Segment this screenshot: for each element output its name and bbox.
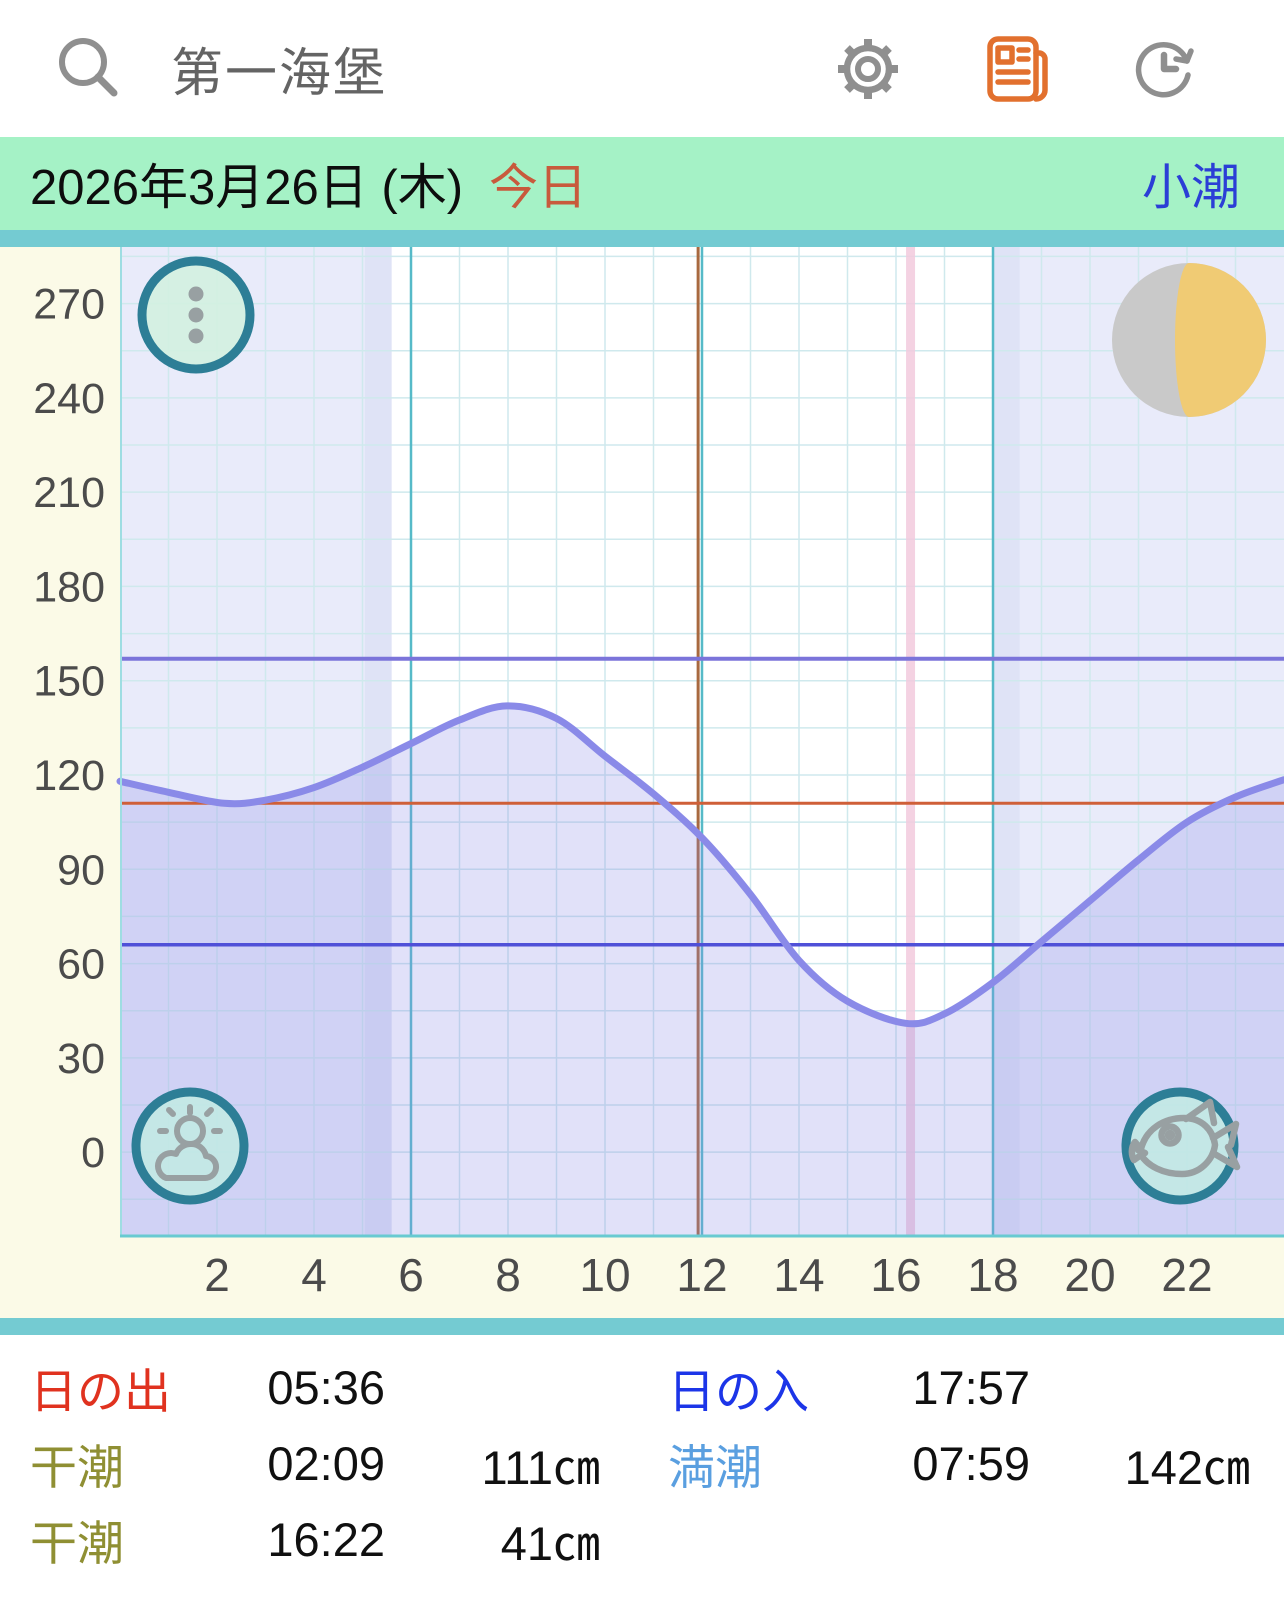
fish-icon: [1128, 1098, 1241, 1178]
date-header-bar: 2026年3月26日 (木) 今日 小潮: [0, 137, 1284, 230]
x-axis-label: 2: [204, 1249, 230, 1301]
divider-bottom: [0, 1318, 1284, 1335]
y-axis-label: 150: [33, 658, 105, 706]
moon-phase-icon: [1112, 263, 1266, 417]
sunset-label: 日の入: [668, 1364, 809, 1418]
sunset-time: 17:57: [912, 1360, 1030, 1414]
divider-top: [0, 230, 1284, 247]
y-axis-label: 240: [33, 375, 105, 423]
tide-times-row-1: 干潮 02:09 111㎝ 満潮 07:59 142㎝: [0, 1425, 1284, 1501]
fishing-button[interactable]: [1121, 1087, 1241, 1205]
low-tide-1-label: 干潮: [30, 1440, 124, 1494]
x-axis-label: 16: [870, 1249, 921, 1301]
y-axis-label: 120: [33, 752, 105, 800]
y-axis-label: 30: [57, 1035, 105, 1083]
low-tide-1-height: 111㎝: [481, 1440, 600, 1494]
tide-chart-section[interactable]: 0 30 60 90 120 150 180 210 240 270 2 4 6 8 10 12 14 16 18 2…: [0, 247, 1284, 1318]
x-axis-label: 14: [773, 1249, 824, 1301]
low-tide-2-height: 41㎝: [500, 1516, 600, 1570]
x-axis-label: 10: [579, 1249, 630, 1301]
sunrise-time: 05:36: [267, 1360, 385, 1414]
night-band: [120, 247, 392, 1237]
y-axis-label: 180: [33, 563, 105, 611]
x-axis-label: 20: [1064, 1249, 1115, 1301]
y-axis-label: 90: [57, 846, 105, 894]
x-axis-label: 4: [301, 1249, 327, 1301]
high-tide-1-label: 満潮: [668, 1440, 762, 1494]
news-icon[interactable]: [982, 35, 1050, 103]
x-axis-label: 8: [495, 1249, 521, 1301]
twilight-band: [993, 247, 1020, 1237]
current-time-band: [906, 247, 916, 1237]
date-text[interactable]: 2026年3月26日 (木): [30, 161, 464, 215]
tide-times-row-2: 干潮 16:22 41㎝: [0, 1501, 1284, 1577]
tide-info-panel: 日の出 05:36 日の入 17:57 干潮 02:09 111㎝ 満潮 07:…: [0, 1335, 1284, 1605]
x-axis-label: 18: [967, 1249, 1018, 1301]
sun-times-row: 日の出 05:36 日の入 17:57: [0, 1349, 1284, 1425]
tide-chart-svg[interactable]: 0 30 60 90 120 150 180 210 240 270 2 4 6 8 10 12 14 16 18 2…: [0, 247, 1284, 1318]
weather-button[interactable]: [131, 1087, 249, 1205]
low-tide-2-time: 16:22: [267, 1512, 385, 1566]
top-bar: 第一海堡: [0, 0, 1284, 137]
tide-curve-fill: [120, 705, 1284, 1237]
low-tide-1-time: 02:09: [267, 1436, 385, 1490]
gear-icon[interactable]: [834, 35, 902, 103]
sun-cloud-icon: [155, 1104, 223, 1182]
chart-menu-button[interactable]: [137, 256, 255, 374]
y-axis-label: 270: [33, 281, 105, 329]
high-tide-1-height: 142㎝: [1124, 1440, 1250, 1494]
tide-curve: [116, 702, 1284, 1028]
x-axis-label: 22: [1161, 1249, 1212, 1301]
history-clock-icon[interactable]: [1130, 35, 1198, 103]
y-axis-label: 210: [33, 469, 105, 517]
x-axis-label: 12: [676, 1249, 727, 1301]
tide-phase-label: 小潮: [1141, 161, 1240, 215]
high-tide-1-time: 07:59: [912, 1436, 1030, 1490]
today-badge: 今日: [489, 161, 588, 215]
location-title[interactable]: 第一海堡: [171, 45, 388, 103]
y-axis-label: 60: [57, 941, 105, 989]
x-axis-label: 6: [398, 1249, 424, 1301]
sunrise-label: 日の出: [30, 1364, 171, 1418]
search-icon[interactable]: [55, 36, 121, 102]
ellipsis-vertical-icon: [188, 286, 204, 344]
twilight-band: [364, 247, 392, 1237]
low-tide-2-label: 干潮: [30, 1516, 124, 1570]
y-axis-label: 0: [81, 1129, 105, 1177]
